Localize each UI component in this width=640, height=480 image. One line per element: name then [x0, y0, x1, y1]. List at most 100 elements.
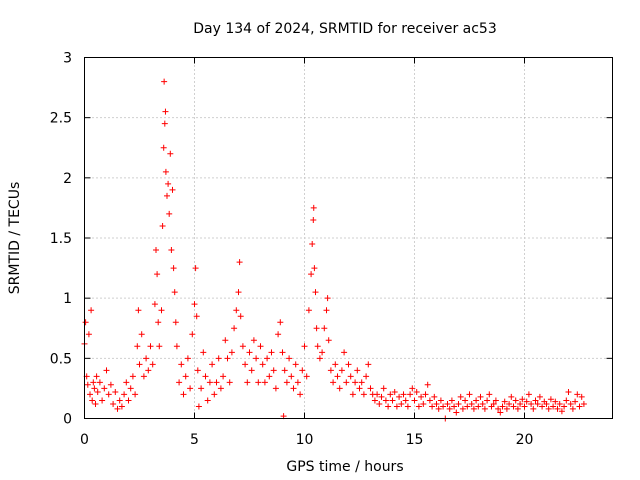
data-point: [135, 307, 142, 314]
data-point: [94, 389, 101, 396]
data-point: [558, 408, 565, 415]
data-point: [525, 391, 532, 398]
data-point: [545, 405, 552, 412]
data-point: [184, 355, 191, 362]
data-point: [371, 397, 378, 404]
data-point: [462, 397, 469, 404]
axis-ticks: [84, 57, 613, 419]
data-point: [290, 385, 297, 392]
data-point: [292, 361, 299, 368]
data-point: [153, 247, 159, 254]
data-point: [459, 405, 466, 412]
data-point: [162, 168, 169, 175]
data-point: [316, 355, 323, 362]
data-point: [308, 271, 315, 278]
data-point: [169, 186, 176, 193]
data-point: [550, 403, 557, 410]
data-point: [244, 379, 251, 386]
x-tick-label: 15: [406, 432, 424, 448]
data-point: [332, 361, 339, 368]
data-point: [297, 391, 304, 398]
data-point: [424, 381, 431, 388]
data-point: [149, 361, 156, 368]
data-point: [411, 397, 418, 404]
data-point: [168, 247, 175, 254]
x-tick-labels: 0 5 10 15 20: [80, 432, 533, 448]
data-point: [444, 401, 451, 408]
data-point: [114, 405, 121, 412]
data-point: [422, 391, 429, 398]
data-point: [301, 343, 308, 350]
data-point: [226, 379, 233, 386]
y-tick-label: 2.5: [50, 111, 72, 127]
data-point: [161, 78, 168, 85]
data-point: [132, 391, 139, 398]
data-point: [213, 379, 220, 386]
data-point: [492, 397, 499, 404]
data-point: [182, 373, 189, 380]
data-point: [85, 331, 92, 338]
data-point: [360, 391, 367, 398]
data-point: [191, 301, 198, 308]
data-point: [341, 349, 348, 356]
data-point: [455, 401, 462, 408]
data-point: [319, 349, 326, 356]
data-point: [378, 393, 385, 400]
data-point: [376, 401, 383, 408]
data-point: [279, 349, 286, 356]
data-point: [164, 192, 170, 199]
x-tick-label: 0: [80, 432, 89, 448]
data-point: [178, 361, 185, 368]
data-point: [402, 397, 409, 404]
data-point: [248, 367, 255, 374]
data-point: [429, 403, 436, 410]
data-point: [125, 397, 132, 404]
data-point: [400, 391, 407, 398]
data-point: [192, 265, 199, 272]
data-point: [543, 401, 550, 408]
data-point: [313, 325, 320, 332]
data-point: [367, 385, 374, 392]
data-point: [261, 379, 268, 386]
data-point: [92, 401, 99, 408]
data-point: [451, 403, 458, 410]
data-point: [310, 204, 317, 211]
data-point: [497, 409, 504, 416]
data-point: [189, 331, 196, 338]
y-tick-label: 1.5: [50, 231, 72, 247]
data-points: [81, 78, 587, 422]
data-point: [347, 373, 354, 380]
data-point: [299, 367, 306, 374]
data-point: [187, 385, 194, 392]
data-point: [171, 289, 178, 296]
data-point: [268, 349, 275, 356]
data-point: [91, 385, 98, 392]
data-point: [107, 381, 114, 388]
data-point: [166, 210, 173, 217]
data-point: [180, 391, 187, 398]
data-point: [536, 393, 543, 400]
data-point: [277, 319, 284, 326]
data-point: [477, 393, 484, 400]
data-point: [84, 381, 91, 388]
data-point: [453, 409, 460, 416]
data-point: [217, 385, 224, 392]
data-point: [512, 397, 519, 404]
data-point: [161, 120, 168, 127]
data-point: [173, 343, 180, 350]
data-point: [404, 403, 411, 410]
data-point: [138, 331, 145, 338]
chart-title: Day 134 of 2024, SRMTID for receiver ac5…: [193, 21, 497, 37]
data-point: [270, 367, 277, 374]
data-point: [121, 391, 128, 398]
data-point: [231, 325, 238, 332]
data-point: [264, 355, 271, 362]
data-point: [431, 393, 438, 400]
data-point: [565, 389, 572, 396]
data-point: [556, 401, 563, 408]
data-point: [239, 343, 246, 350]
data-point: [110, 401, 117, 408]
data-point: [233, 307, 240, 314]
data-point: [437, 397, 444, 404]
